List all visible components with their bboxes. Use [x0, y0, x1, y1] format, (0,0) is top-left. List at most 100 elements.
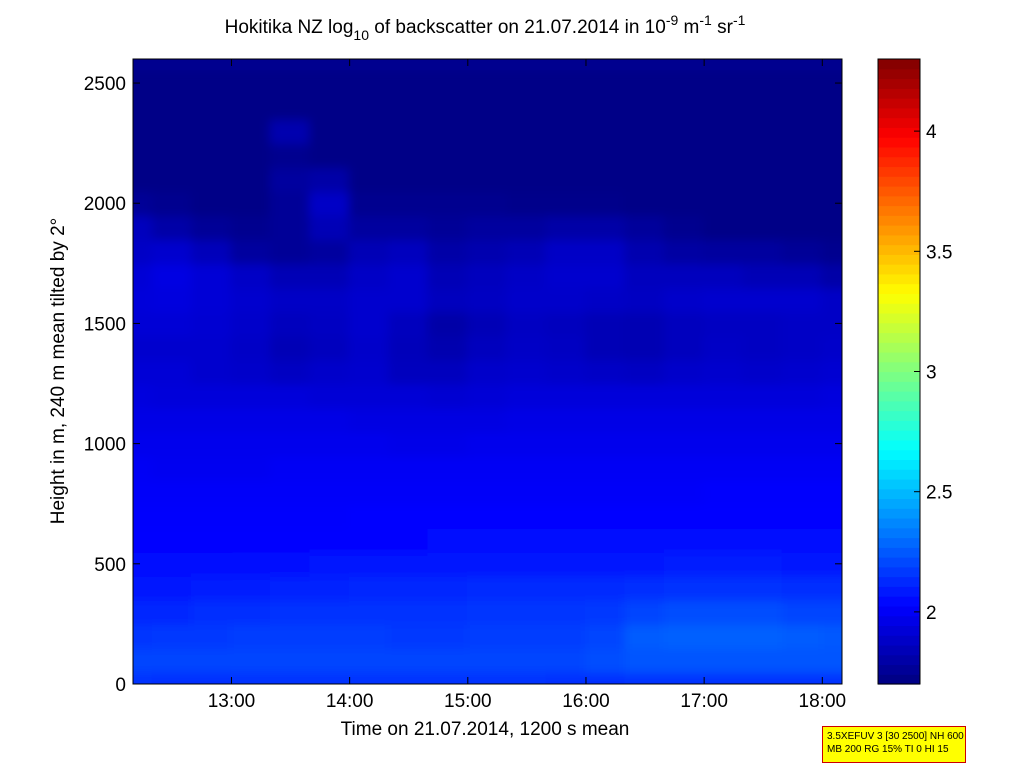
heatmap-cell: [506, 142, 548, 169]
heatmap-cell: [191, 334, 233, 361]
heatmap-cell: [466, 166, 509, 193]
heatmap-cell: [269, 382, 312, 409]
heatmap-cell: [624, 262, 666, 289]
colorbar-step: [878, 215, 920, 226]
chart-title: Hokitika NZ log10 of backscatter on 21.0…: [225, 12, 746, 43]
colorbar-step: [878, 205, 920, 216]
heatmap-cell: [388, 430, 430, 457]
heatmap-cell: [427, 454, 469, 481]
heatmap-cell: [230, 94, 272, 121]
heatmap-cell: [742, 622, 784, 649]
heatmap-cell: [427, 646, 469, 673]
heatmap-cell: [624, 622, 666, 649]
heatmap-cell: [427, 190, 469, 217]
heatmap-cell: [821, 454, 842, 481]
heatmap-cell: [348, 622, 391, 649]
heatmap-cell: [269, 310, 312, 337]
heatmap-cell: [151, 622, 194, 649]
colorbar-axis: 2 2.5 3 3.5 4: [914, 122, 952, 624]
heatmap-cell: [230, 502, 272, 529]
heatmap-cell: [309, 94, 351, 121]
heatmap-cell: [151, 238, 194, 265]
heatmap-cell: [703, 478, 745, 505]
heatmap-cell: [506, 430, 548, 457]
heatmap-cell: [388, 550, 430, 577]
heatmap-cell: [309, 526, 351, 553]
heatmap-cell: [151, 358, 194, 385]
heatmap-cell: [269, 286, 312, 313]
colorbar-step: [878, 517, 920, 529]
heatmap-cell: [624, 118, 666, 145]
heatmap-cell: [427, 670, 469, 684]
heatmap-cell: [269, 238, 312, 265]
heatmap-cell: [703, 550, 745, 577]
heatmap-cell: [348, 550, 391, 577]
heatmap-cell: [663, 118, 706, 145]
heatmap-cell: [191, 358, 233, 385]
heatmap-cell: [466, 70, 509, 97]
heatmap-cell: [191, 550, 233, 577]
colorbar: [878, 59, 920, 685]
heatmap-cell: [309, 310, 351, 337]
heatmap-cell: [388, 286, 430, 313]
heatmap-cell: [466, 598, 509, 625]
heatmap-cell: [663, 238, 706, 265]
heatmap-cell: [742, 70, 784, 97]
heatmap-cell: [703, 286, 745, 313]
heatmap-cell: [309, 646, 351, 673]
heatmap-cell: [663, 574, 706, 601]
heatmap-cell: [624, 406, 666, 433]
heatmap-cell: [427, 430, 469, 457]
heatmap-cell: [624, 310, 666, 337]
heatmap-cell: [506, 526, 548, 553]
heatmap-cell: [191, 94, 233, 121]
heatmap-cell: [191, 622, 233, 649]
heatmap-cell: [151, 190, 194, 217]
colorbar-step: [878, 78, 920, 89]
colorbar-step: [878, 566, 920, 578]
heatmap-cell: [133, 70, 154, 97]
heatmap-cell: [506, 478, 548, 505]
heatmap-cell: [191, 214, 233, 241]
heatmap-cell: [269, 334, 312, 361]
heatmap-cell: [230, 310, 272, 337]
heatmap-cell: [427, 406, 469, 433]
heatmap-cell: [388, 94, 430, 121]
heatmap-cell: [427, 214, 469, 241]
heatmap-cell: [348, 406, 391, 433]
heatmap-cell: [133, 334, 154, 361]
heatmap-cell: [230, 262, 272, 289]
heatmap-cell: [545, 382, 587, 409]
heatmap-cell: [545, 310, 587, 337]
colorbar-step: [878, 674, 920, 685]
heatmap-cell: [230, 382, 272, 409]
heatmap-cell: [584, 70, 627, 97]
heatmap-cell: [703, 574, 745, 601]
heatmap-cell: [545, 262, 587, 289]
heatmap-cell: [781, 598, 824, 625]
heatmap-cell: [663, 166, 706, 193]
heatmap-cell: [821, 622, 842, 649]
heatmap-cell: [348, 670, 391, 684]
colorbar-step: [878, 615, 920, 627]
heatmap-cell: [230, 142, 272, 169]
heatmap-cell: [821, 190, 842, 217]
heatmap-cell: [230, 622, 272, 649]
heatmap-cell: [191, 502, 233, 529]
heatmap-cell: [151, 574, 194, 601]
heatmap-cell: [133, 286, 154, 313]
y-tick-label: 2500: [84, 74, 126, 95]
heatmap-cell: [545, 670, 587, 684]
heatmap-cell: [133, 190, 154, 217]
heatmap-cell: [466, 334, 509, 361]
heatmap-cell: [348, 430, 391, 457]
heatmap-cell: [269, 574, 312, 601]
y-axis: 0 500 1000 1500 2000 2500: [84, 74, 842, 696]
colorbar-step: [878, 459, 920, 470]
heatmap-cell: [466, 382, 509, 409]
heatmap-cell: [821, 430, 842, 457]
colorbar-tick-label: 2.5: [926, 483, 952, 504]
colorbar-step: [878, 547, 920, 558]
title-superscript-sr: -1: [733, 12, 746, 28]
